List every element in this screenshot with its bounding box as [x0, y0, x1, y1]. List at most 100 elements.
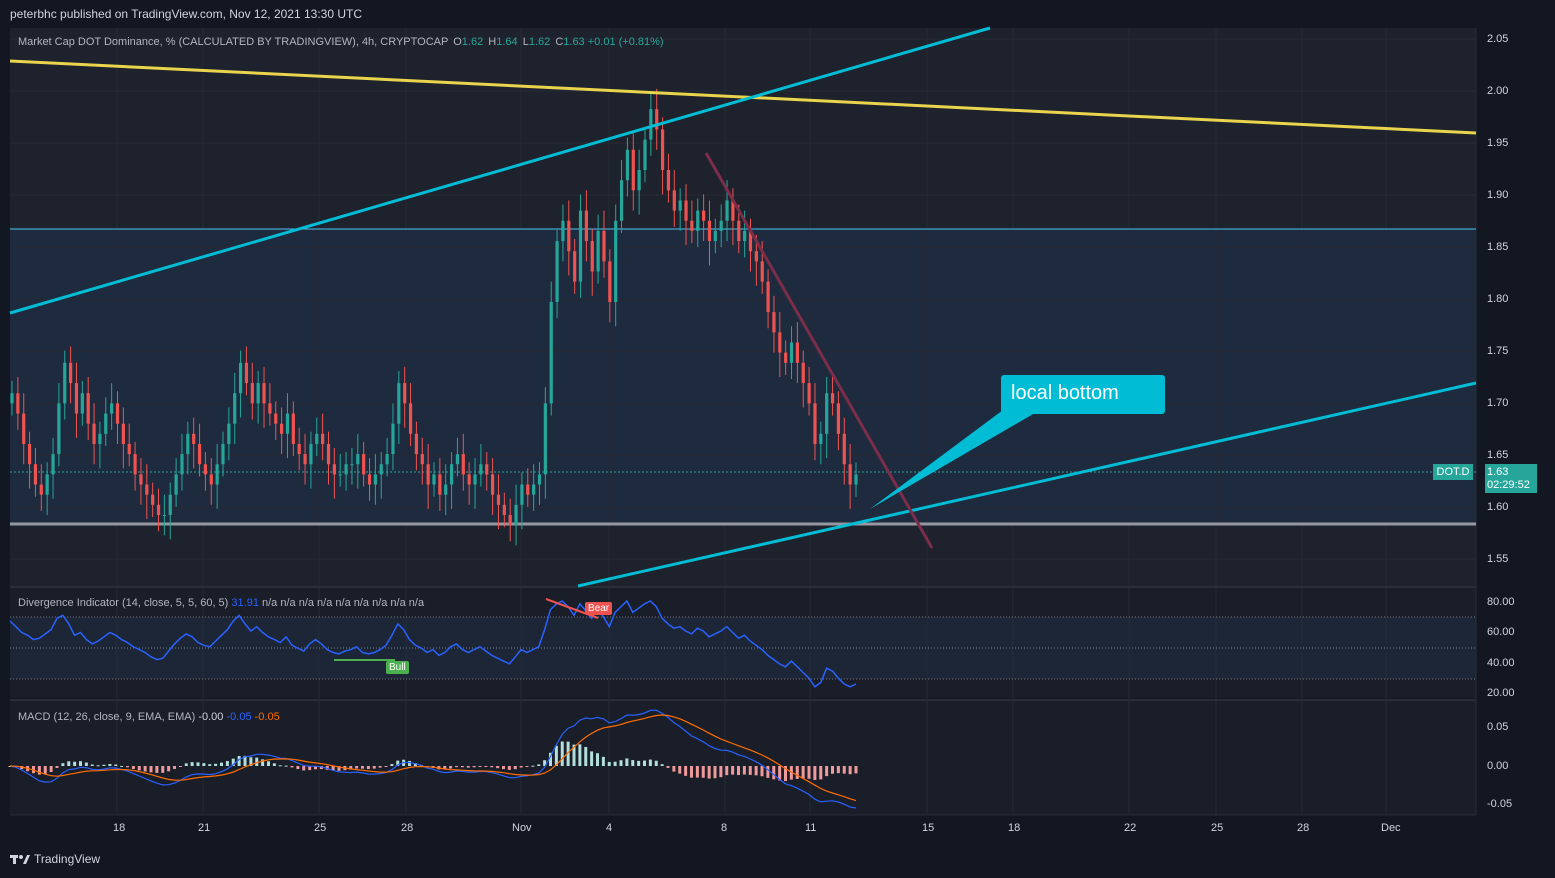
macd-histogram-bar — [719, 766, 723, 778]
macd-histogram-bar — [243, 755, 247, 766]
time-tick: 22 — [1124, 822, 1137, 834]
candle-body — [350, 464, 354, 466]
macd-histogram-bar — [854, 766, 858, 774]
macd-histogram-bar — [466, 766, 470, 768]
macd-histogram-bar — [49, 766, 53, 773]
divergence-value: 31.91 — [231, 597, 259, 609]
candles — [10, 88, 858, 546]
candle-body — [438, 474, 442, 495]
candle-body — [614, 220, 618, 302]
time-tick: 15 — [922, 822, 935, 834]
macd-histogram-bar — [114, 764, 118, 766]
candle-body — [209, 474, 213, 485]
macd-histogram-bar — [214, 763, 218, 766]
macd-histogram-bar — [455, 766, 458, 768]
time-tick: 4 — [606, 822, 613, 834]
candle-body — [660, 129, 665, 171]
macd-histogram-bar — [61, 763, 65, 766]
candle-body — [373, 474, 377, 485]
macd-histogram-bar — [378, 766, 382, 768]
brand-name: TradingView — [34, 852, 101, 866]
candle-body — [151, 494, 155, 505]
price-tick: 1.55 — [1487, 553, 1509, 565]
macd-histogram-bar — [701, 766, 705, 778]
candle-body — [385, 454, 389, 465]
descending-trendline[interactable] — [704, 152, 934, 549]
macd-histogram-bar — [390, 764, 394, 766]
local-bottom-callout[interactable]: local bottom — [1001, 375, 1165, 414]
candle-body — [215, 464, 219, 485]
high-value: 1.64 — [496, 36, 518, 48]
candle-body — [578, 210, 583, 282]
macd-histogram-bar — [737, 766, 740, 776]
candle-body — [156, 504, 161, 515]
yellow-trendline[interactable] — [9, 59, 1477, 135]
candle-body — [39, 484, 43, 495]
divergence-legend[interactable]: Divergence Indicator (14, close, 5, 5, 6… — [18, 597, 424, 609]
candle-body — [836, 403, 841, 434]
macd-histogram-bar — [601, 756, 605, 766]
candle-body — [608, 261, 612, 302]
macd-histogram-bar — [449, 766, 453, 769]
candle-body — [596, 230, 600, 272]
footer-brand[interactable]: TradingView — [10, 852, 100, 866]
macd-histogram-bar — [643, 760, 646, 766]
macd-histogram-bar — [666, 766, 670, 768]
candle-body — [45, 474, 49, 495]
macd-histogram-bar — [366, 766, 370, 770]
macd-histogram-bar — [319, 766, 323, 770]
time-tick: 25 — [314, 822, 327, 834]
time-tick: 28 — [1297, 822, 1310, 834]
macd-histogram-bar — [284, 765, 288, 767]
macd-histogram-bar — [384, 766, 388, 767]
candle-body — [801, 362, 805, 384]
rsi-polyline — [9, 599, 857, 688]
macd-histogram-bar — [408, 760, 411, 766]
macd-histogram-bar — [742, 766, 746, 775]
candle-body — [16, 393, 20, 414]
macd-tick: 0.05 — [1487, 721, 1509, 733]
macd-histogram-bar — [202, 763, 206, 766]
upper-channel-line[interactable] — [9, 26, 991, 315]
macd-histogram-bar — [648, 759, 652, 766]
last-price-value: 1.63 — [1487, 466, 1509, 478]
main-legend[interactable]: Market Cap DOT Dominance, % (CALCULATED … — [18, 36, 664, 48]
macd-histogram-bar — [795, 766, 799, 779]
candle-body — [162, 514, 166, 516]
lower-channel-line[interactable] — [577, 381, 1477, 588]
macd-histogram-bar — [220, 762, 223, 766]
candle-body — [696, 210, 700, 231]
candle-body — [127, 443, 131, 455]
candle-body — [848, 464, 852, 485]
macd-histogram-bar — [690, 766, 693, 778]
macd-histogram-bar — [90, 764, 94, 766]
macd-pane[interactable] — [10, 701, 1476, 815]
macd-histogram-bar — [79, 761, 82, 766]
macd-histogram-bar — [361, 766, 364, 769]
macd-legend[interactable]: MACD (12, 26, close, 9, EMA, EMA) -0.00 … — [18, 711, 280, 723]
macd-title: MACD (12, 26, close, 9, EMA, EMA) — [18, 711, 196, 723]
candle-body — [573, 251, 577, 282]
candle-body — [713, 230, 717, 242]
candle-body — [356, 454, 360, 465]
candle-body — [707, 220, 712, 242]
candle-body — [338, 474, 342, 476]
candle-body — [51, 454, 55, 475]
macd-histogram-bar — [261, 759, 265, 766]
candle-body — [502, 504, 506, 515]
macd-histogram-bar — [754, 766, 758, 776]
macd-histogram-bar — [760, 766, 764, 777]
candle-body — [10, 393, 14, 404]
macd-histogram-bar — [848, 766, 852, 775]
macd-histogram-bar — [337, 766, 341, 771]
candle-body — [485, 464, 489, 475]
candle-body — [139, 474, 143, 485]
macd-histogram-bar — [507, 766, 511, 770]
macd-histogram-bar — [102, 764, 106, 766]
macd-histogram-bar — [372, 766, 376, 769]
candle-body — [766, 281, 770, 313]
candle-body — [743, 230, 747, 242]
macd-histogram-bar — [572, 744, 576, 766]
candle-body — [344, 464, 348, 475]
